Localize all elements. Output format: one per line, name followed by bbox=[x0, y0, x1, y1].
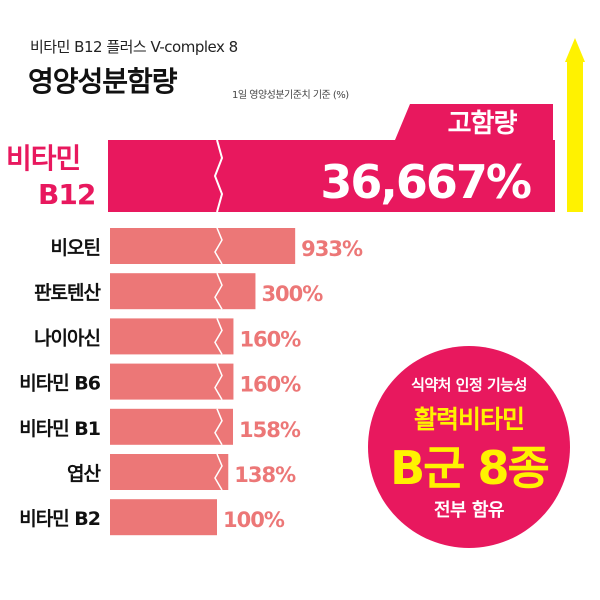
axis-break-mark bbox=[214, 318, 223, 355]
category-label-나이아신: 나이아신 bbox=[34, 327, 100, 349]
axis-break-mark bbox=[214, 363, 223, 400]
badge-line-1: 식약처 인정 기능성 bbox=[411, 376, 527, 394]
certification-badge: 식약처 인정 기능성 활력비타민 B군 8종 전부 함유 bbox=[368, 346, 570, 548]
axis-break-mark bbox=[213, 139, 224, 213]
value-label-엽산: 138% bbox=[234, 463, 296, 487]
badge-line-4: 전부 함유 bbox=[433, 500, 505, 521]
axis-break-mark bbox=[214, 227, 223, 265]
axis-break-mark bbox=[214, 453, 223, 491]
bar-비타민-B2 bbox=[110, 499, 217, 536]
category-label-비타민-B2: 비타민 B2 bbox=[19, 508, 100, 530]
product-subtitle: 비타민 B12 플러스 V-complex 8 bbox=[30, 38, 238, 56]
badge-line-2: 활력비타민 bbox=[413, 405, 525, 434]
value-label-판토텐산: 300% bbox=[261, 282, 323, 306]
category-label-비타민-B12: 비타민 B12 bbox=[6, 142, 95, 211]
axis-break-mark bbox=[214, 408, 223, 446]
unit-note: 1일 영양성분기준치 기준 (%) bbox=[232, 90, 349, 101]
category-label-비타민-B1: 비타민 B1 bbox=[19, 418, 100, 440]
bar-판토텐산 bbox=[110, 273, 256, 310]
value-label-비오틴: 933% bbox=[301, 237, 363, 261]
axis-break-mark bbox=[214, 272, 223, 310]
highlight-tab bbox=[395, 104, 553, 140]
page-title: 영양성분함량 bbox=[28, 65, 178, 98]
category-label-엽산: 엽산 bbox=[67, 463, 101, 485]
bar-비타민-B12 bbox=[108, 140, 555, 212]
highlight-label: 고함량 bbox=[448, 109, 518, 139]
value-label-나이아신: 160% bbox=[239, 327, 301, 351]
bar-엽산 bbox=[110, 454, 229, 490]
bar-비오틴 bbox=[110, 228, 296, 264]
value-label-비타민-B12: 36,667% bbox=[320, 155, 531, 209]
value-label-비타민-B6: 160% bbox=[239, 373, 301, 397]
bar-나이아신 bbox=[110, 318, 234, 355]
value-label-비타민-B1: 158% bbox=[239, 418, 301, 442]
badge-line-3: B군 8종 bbox=[390, 441, 550, 495]
category-label-판토텐산: 판토텐산 bbox=[34, 282, 101, 304]
category-label-비타민-B6: 비타민 B6 bbox=[19, 373, 101, 395]
bar-비타민-B6 bbox=[110, 363, 234, 400]
bar-비타민-B1 bbox=[110, 408, 234, 445]
value-label-비타민-B2: 100% bbox=[223, 508, 285, 532]
category-label-비오틴: 비오틴 bbox=[51, 237, 100, 259]
